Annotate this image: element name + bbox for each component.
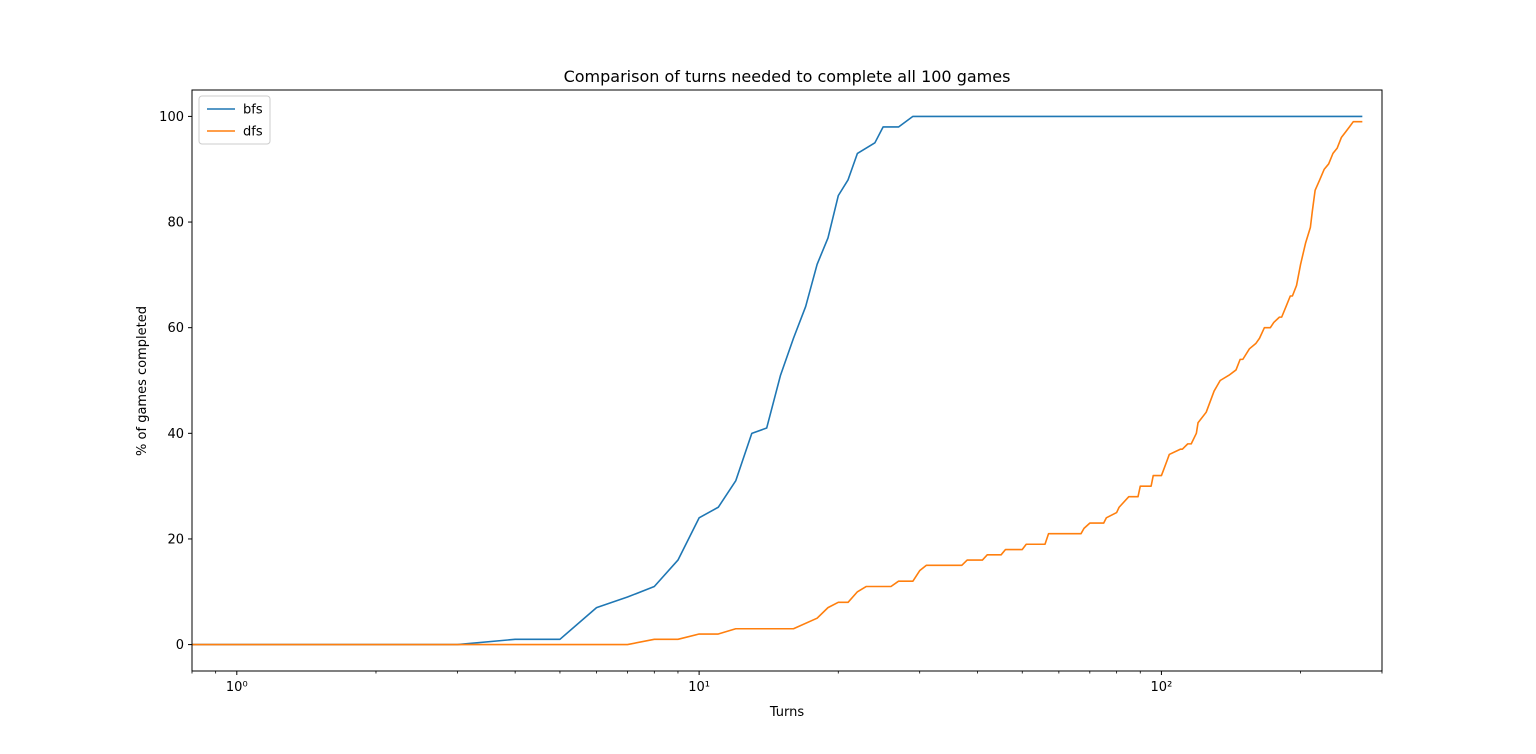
- x-tick-label: 10²: [1151, 680, 1173, 695]
- y-tick-label: 40: [167, 427, 184, 442]
- legend-box: [198, 95, 271, 145]
- y-tick-label: 100: [159, 110, 184, 125]
- series-line-bfs: [192, 115, 1363, 646]
- x-tick-label: 10¹: [688, 680, 710, 695]
- y-axis-label: % of games completed: [135, 306, 150, 456]
- x-tick-label: 10⁰: [226, 680, 248, 695]
- series-line-dfs: [192, 120, 1363, 646]
- legend-label-dfs: dfs: [243, 125, 263, 140]
- y-tick-label: 80: [167, 216, 184, 231]
- y-tick-label: 20: [167, 532, 184, 547]
- x-axis-label: Turns: [769, 705, 805, 720]
- plot-area: 0 20 40 60 80 100 10⁰ 10¹ 10² bfs dfs: [159, 89, 1383, 695]
- chart-title: Comparison of turns needed to complete a…: [564, 67, 1011, 86]
- axes-frame: [191, 89, 1383, 672]
- legend-label-bfs: bfs: [243, 103, 263, 118]
- y-tick-label: 60: [167, 321, 184, 336]
- y-tick-label: 0: [176, 638, 184, 653]
